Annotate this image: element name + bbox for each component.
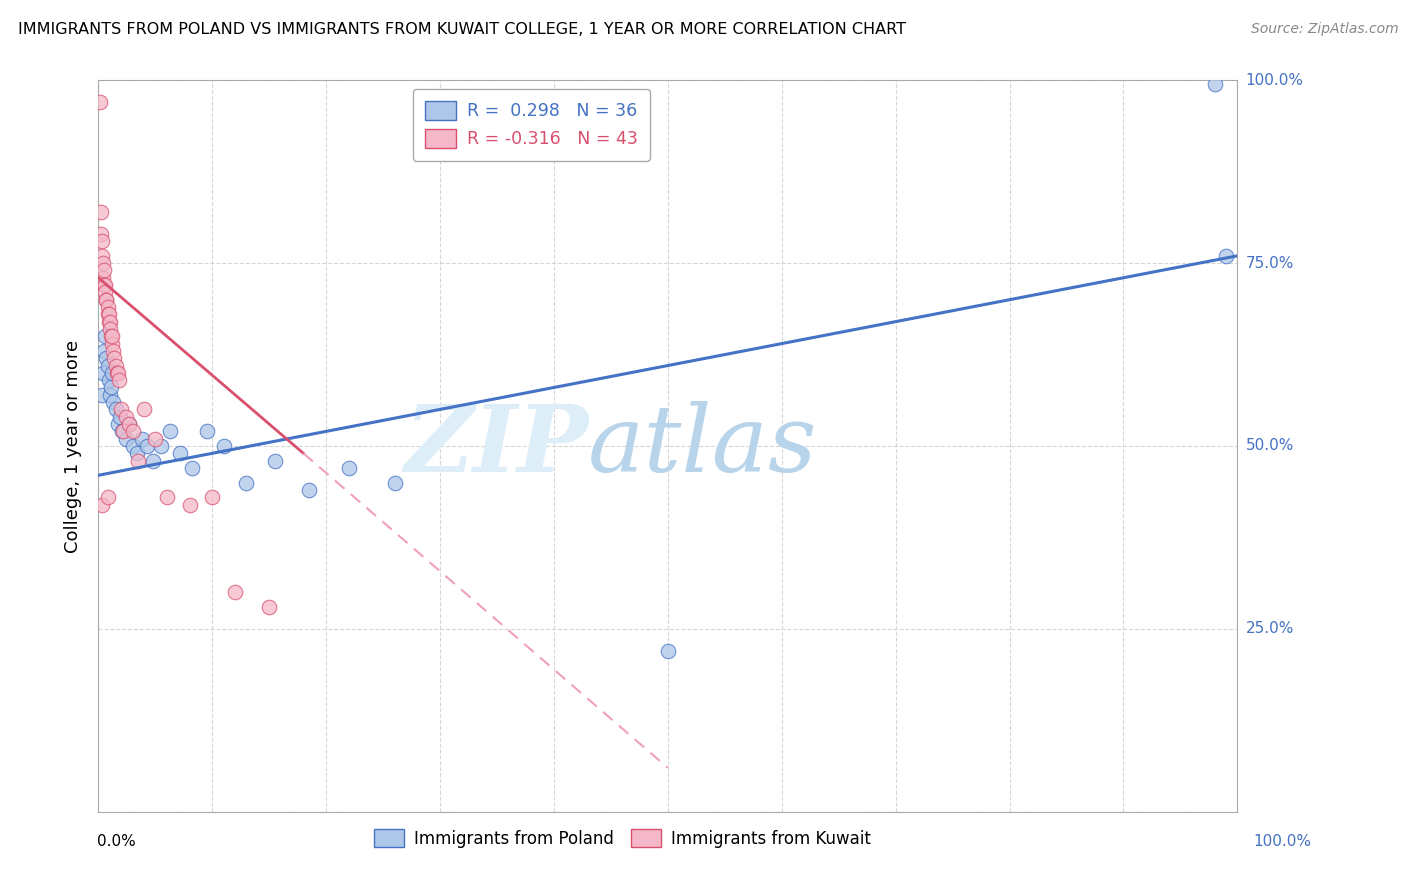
- Point: [96, 307, 118, 321]
- Point: [118, 417, 141, 431]
- Point: [1215, 249, 1237, 263]
- Point: [107, 417, 129, 431]
- Point: [169, 446, 191, 460]
- Point: [93, 343, 115, 358]
- Point: [235, 475, 257, 490]
- Point: [131, 432, 153, 446]
- Point: [90, 227, 112, 241]
- Point: [100, 329, 122, 343]
- Point: [101, 336, 124, 351]
- Point: [90, 388, 112, 402]
- Text: 25.0%: 25.0%: [1246, 622, 1294, 636]
- Point: [159, 425, 181, 439]
- Point: [1204, 77, 1226, 91]
- Point: [98, 388, 121, 402]
- Point: [103, 395, 125, 409]
- Point: [224, 585, 246, 599]
- Point: [90, 498, 112, 512]
- Point: [104, 402, 127, 417]
- Point: [96, 351, 118, 366]
- Text: 50.0%: 50.0%: [1246, 439, 1294, 453]
- Point: [195, 425, 218, 439]
- Point: [101, 366, 124, 380]
- Point: [91, 270, 114, 285]
- Point: [90, 234, 112, 248]
- Point: [91, 256, 114, 270]
- Point: [96, 490, 118, 504]
- Point: [101, 329, 124, 343]
- Point: [337, 461, 360, 475]
- Point: [90, 249, 112, 263]
- Point: [136, 439, 159, 453]
- Point: [121, 439, 143, 453]
- Point: [103, 351, 125, 366]
- Point: [298, 483, 321, 497]
- Point: [110, 402, 132, 417]
- Point: [100, 380, 122, 394]
- Point: [201, 490, 224, 504]
- Text: 100.0%: 100.0%: [1253, 834, 1312, 848]
- Point: [121, 425, 143, 439]
- Text: 0.0%: 0.0%: [97, 834, 136, 848]
- Y-axis label: College, 1 year or more: College, 1 year or more: [65, 340, 83, 552]
- Legend: Immigrants from Poland, Immigrants from Kuwait: Immigrants from Poland, Immigrants from …: [367, 822, 877, 855]
- Point: [108, 409, 131, 424]
- Text: IMMIGRANTS FROM POLAND VS IMMIGRANTS FROM KUWAIT COLLEGE, 1 YEAR OR MORE CORRELA: IMMIGRANTS FROM POLAND VS IMMIGRANTS FRO…: [18, 22, 907, 37]
- Text: ZIP: ZIP: [404, 401, 588, 491]
- Text: Source: ZipAtlas.com: Source: ZipAtlas.com: [1251, 22, 1399, 37]
- Point: [142, 453, 165, 467]
- Point: [91, 366, 114, 380]
- Point: [90, 205, 112, 219]
- Point: [93, 263, 115, 277]
- Point: [94, 285, 117, 300]
- Point: [105, 366, 128, 380]
- Point: [145, 432, 167, 446]
- Point: [118, 417, 141, 431]
- Point: [127, 453, 149, 467]
- Point: [96, 359, 118, 373]
- Point: [127, 446, 149, 460]
- Point: [259, 599, 281, 614]
- Point: [96, 293, 118, 307]
- Point: [384, 475, 406, 490]
- Point: [132, 402, 155, 417]
- Text: 75.0%: 75.0%: [1246, 256, 1294, 270]
- Point: [212, 439, 235, 453]
- Text: atlas: atlas: [588, 401, 818, 491]
- Point: [264, 453, 287, 467]
- Point: [180, 461, 202, 475]
- Point: [104, 359, 127, 373]
- Point: [657, 644, 679, 658]
- Point: [98, 315, 121, 329]
- Point: [108, 373, 131, 387]
- Point: [114, 432, 136, 446]
- Point: [94, 278, 117, 293]
- Point: [96, 300, 118, 314]
- Point: [96, 293, 118, 307]
- Point: [97, 315, 120, 329]
- Point: [94, 329, 117, 343]
- Point: [179, 498, 201, 512]
- Point: [114, 409, 136, 424]
- Text: 100.0%: 100.0%: [1246, 73, 1303, 87]
- Point: [103, 343, 125, 358]
- Point: [156, 490, 179, 504]
- Point: [97, 373, 120, 387]
- Point: [98, 322, 121, 336]
- Point: [112, 425, 135, 439]
- Point: [89, 95, 111, 110]
- Point: [93, 278, 115, 293]
- Point: [97, 307, 120, 321]
- Point: [107, 366, 129, 380]
- Point: [150, 439, 173, 453]
- Point: [111, 425, 134, 439]
